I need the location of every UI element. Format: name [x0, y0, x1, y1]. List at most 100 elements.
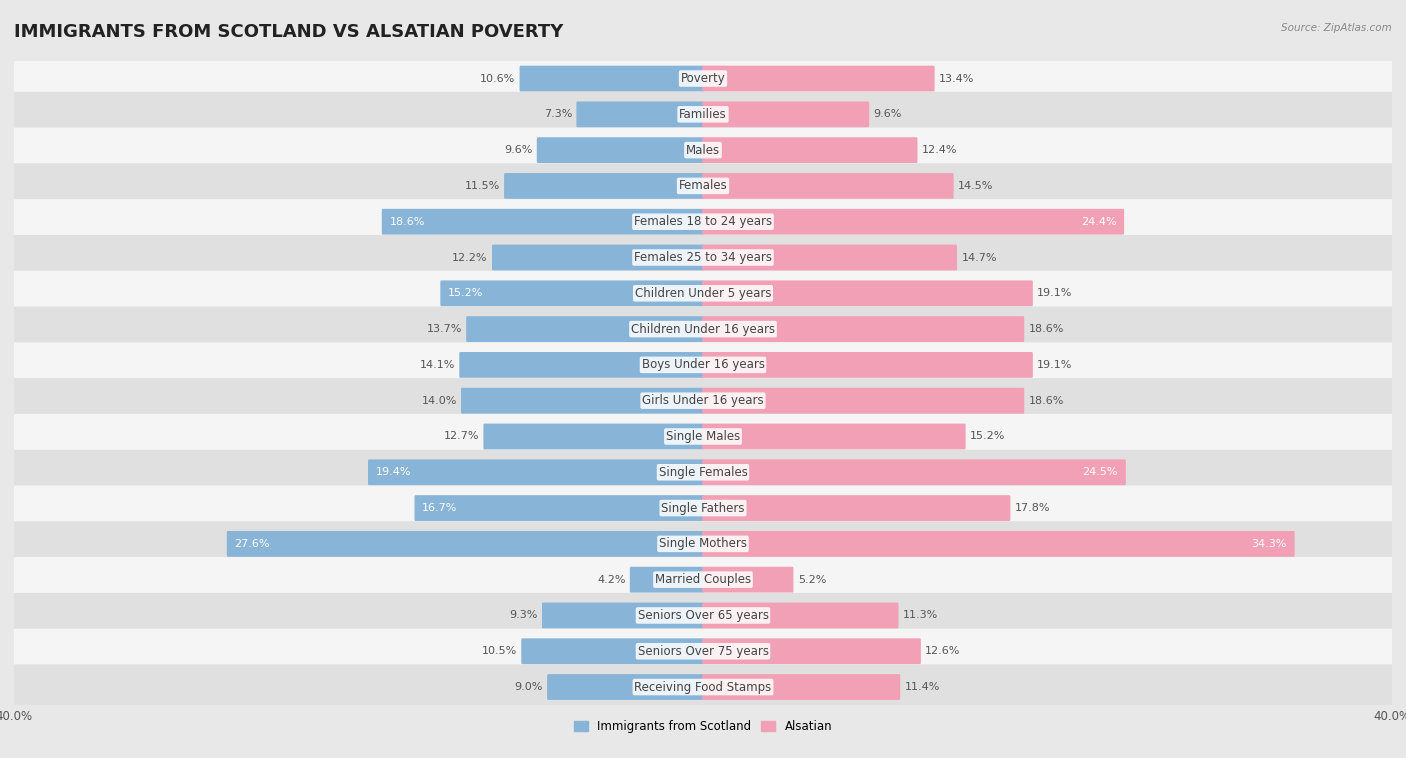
Text: Children Under 16 years: Children Under 16 years	[631, 323, 775, 336]
FancyBboxPatch shape	[11, 486, 1395, 531]
Text: Receiving Food Stamps: Receiving Food Stamps	[634, 681, 772, 694]
Text: 11.5%: 11.5%	[464, 181, 499, 191]
FancyBboxPatch shape	[522, 638, 704, 664]
Text: Girls Under 16 years: Girls Under 16 years	[643, 394, 763, 407]
FancyBboxPatch shape	[520, 66, 704, 92]
FancyBboxPatch shape	[11, 628, 1395, 674]
FancyBboxPatch shape	[415, 495, 704, 521]
Text: 18.6%: 18.6%	[1029, 324, 1064, 334]
Text: 17.8%: 17.8%	[1015, 503, 1050, 513]
Text: 13.7%: 13.7%	[426, 324, 461, 334]
Text: 9.3%: 9.3%	[509, 610, 537, 621]
Text: 9.0%: 9.0%	[515, 682, 543, 692]
Text: Females 18 to 24 years: Females 18 to 24 years	[634, 215, 772, 228]
FancyBboxPatch shape	[702, 567, 793, 593]
Legend: Immigrants from Scotland, Alsatian: Immigrants from Scotland, Alsatian	[569, 716, 837, 738]
Text: 19.1%: 19.1%	[1038, 360, 1073, 370]
Text: Females: Females	[679, 180, 727, 193]
FancyBboxPatch shape	[547, 674, 704, 700]
Text: 12.2%: 12.2%	[453, 252, 488, 262]
FancyBboxPatch shape	[702, 388, 1024, 414]
FancyBboxPatch shape	[11, 414, 1395, 459]
FancyBboxPatch shape	[537, 137, 704, 163]
FancyBboxPatch shape	[702, 316, 1024, 342]
FancyBboxPatch shape	[467, 316, 704, 342]
FancyBboxPatch shape	[702, 66, 935, 92]
FancyBboxPatch shape	[576, 102, 704, 127]
FancyBboxPatch shape	[460, 352, 704, 377]
Text: 9.6%: 9.6%	[505, 145, 533, 155]
FancyBboxPatch shape	[702, 674, 900, 700]
FancyBboxPatch shape	[11, 127, 1395, 173]
FancyBboxPatch shape	[11, 306, 1395, 352]
FancyBboxPatch shape	[702, 209, 1125, 235]
FancyBboxPatch shape	[702, 102, 869, 127]
FancyBboxPatch shape	[702, 245, 957, 271]
Text: 14.7%: 14.7%	[962, 252, 997, 262]
FancyBboxPatch shape	[702, 352, 1033, 377]
Text: 24.5%: 24.5%	[1083, 467, 1118, 478]
Text: 13.4%: 13.4%	[939, 74, 974, 83]
Text: 16.7%: 16.7%	[422, 503, 457, 513]
Text: 19.1%: 19.1%	[1038, 288, 1073, 299]
Text: 24.4%: 24.4%	[1081, 217, 1116, 227]
FancyBboxPatch shape	[505, 173, 704, 199]
Text: Single Fathers: Single Fathers	[661, 502, 745, 515]
Text: Poverty: Poverty	[681, 72, 725, 85]
FancyBboxPatch shape	[702, 137, 918, 163]
Text: Single Females: Single Females	[658, 465, 748, 479]
FancyBboxPatch shape	[440, 280, 704, 306]
Text: 7.3%: 7.3%	[544, 109, 572, 119]
Text: 11.4%: 11.4%	[904, 682, 939, 692]
Text: 14.1%: 14.1%	[419, 360, 456, 370]
Text: Single Males: Single Males	[666, 430, 740, 443]
FancyBboxPatch shape	[11, 557, 1395, 602]
Text: Seniors Over 65 years: Seniors Over 65 years	[637, 609, 769, 622]
Text: Children Under 5 years: Children Under 5 years	[634, 287, 772, 300]
FancyBboxPatch shape	[702, 173, 953, 199]
FancyBboxPatch shape	[11, 235, 1395, 280]
Text: 14.5%: 14.5%	[957, 181, 993, 191]
FancyBboxPatch shape	[11, 271, 1395, 316]
Text: Boys Under 16 years: Boys Under 16 years	[641, 359, 765, 371]
Text: 34.3%: 34.3%	[1251, 539, 1286, 549]
Text: 12.4%: 12.4%	[922, 145, 957, 155]
Text: 10.6%: 10.6%	[479, 74, 515, 83]
Text: 10.5%: 10.5%	[482, 647, 517, 656]
Text: 5.2%: 5.2%	[797, 575, 827, 584]
FancyBboxPatch shape	[226, 531, 704, 556]
Text: Families: Families	[679, 108, 727, 121]
FancyBboxPatch shape	[702, 459, 1126, 485]
FancyBboxPatch shape	[702, 495, 1011, 521]
FancyBboxPatch shape	[702, 424, 966, 449]
FancyBboxPatch shape	[382, 209, 704, 235]
Text: IMMIGRANTS FROM SCOTLAND VS ALSATIAN POVERTY: IMMIGRANTS FROM SCOTLAND VS ALSATIAN POV…	[14, 23, 564, 41]
FancyBboxPatch shape	[11, 343, 1395, 387]
Text: 12.6%: 12.6%	[925, 647, 960, 656]
Text: 14.0%: 14.0%	[422, 396, 457, 406]
FancyBboxPatch shape	[11, 199, 1395, 244]
FancyBboxPatch shape	[484, 424, 704, 449]
Text: 27.6%: 27.6%	[235, 539, 270, 549]
FancyBboxPatch shape	[11, 593, 1395, 638]
Text: Females 25 to 34 years: Females 25 to 34 years	[634, 251, 772, 264]
FancyBboxPatch shape	[11, 378, 1395, 423]
Text: Married Couples: Married Couples	[655, 573, 751, 586]
FancyBboxPatch shape	[702, 603, 898, 628]
FancyBboxPatch shape	[11, 665, 1395, 709]
FancyBboxPatch shape	[11, 522, 1395, 566]
FancyBboxPatch shape	[368, 459, 704, 485]
Text: 12.7%: 12.7%	[444, 431, 479, 441]
FancyBboxPatch shape	[11, 92, 1395, 137]
Text: Males: Males	[686, 143, 720, 157]
Text: Seniors Over 75 years: Seniors Over 75 years	[637, 645, 769, 658]
FancyBboxPatch shape	[11, 164, 1395, 208]
Text: 4.2%: 4.2%	[598, 575, 626, 584]
Text: 11.3%: 11.3%	[903, 610, 938, 621]
Text: 15.2%: 15.2%	[970, 431, 1005, 441]
Text: Single Mothers: Single Mothers	[659, 537, 747, 550]
FancyBboxPatch shape	[702, 638, 921, 664]
Text: 18.6%: 18.6%	[1029, 396, 1064, 406]
FancyBboxPatch shape	[11, 449, 1395, 495]
FancyBboxPatch shape	[11, 56, 1395, 101]
